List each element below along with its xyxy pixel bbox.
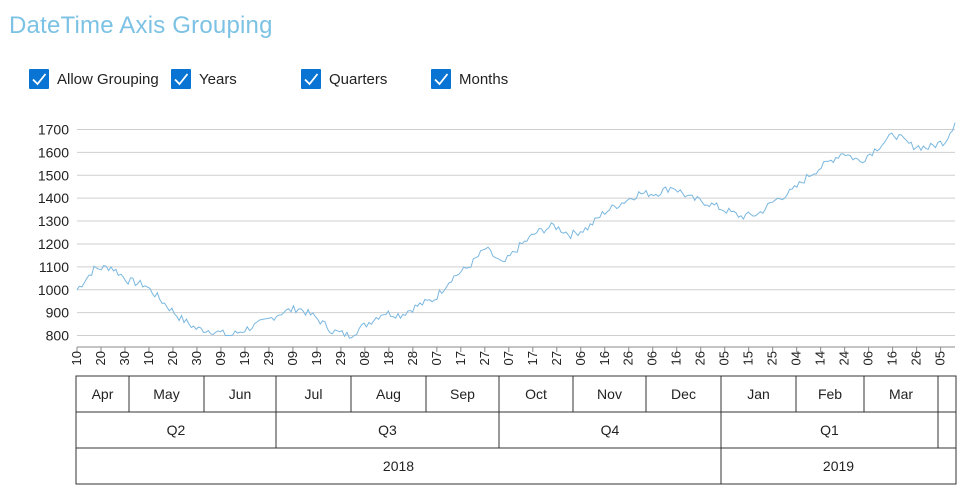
allow-grouping-label: Allow Grouping [57, 70, 159, 88]
months-label: Months [459, 70, 509, 88]
series-line [76, 122, 956, 339]
x-tick-label: 09 [285, 351, 300, 365]
x-tick-label: 09 [213, 351, 228, 365]
x-tick-label: 25 [765, 351, 780, 365]
x-tick-label: 06 [573, 351, 588, 365]
x-tick-label: 20 [165, 351, 180, 365]
quarter-group-label: Q2 [167, 422, 186, 438]
y-tick-label: 1100 [39, 259, 69, 275]
checkbox-checked-icon [29, 69, 49, 89]
checkbox-checked-icon [431, 69, 451, 89]
x-tick-label: 26 [909, 351, 924, 365]
years-group-row [75, 447, 957, 485]
y-tick-label: 800 [46, 328, 70, 344]
x-tick-label: 29 [261, 351, 276, 365]
x-tick-label: 16 [885, 351, 900, 365]
x-tick-label: 27 [549, 351, 564, 365]
x-tick-label: 10 [69, 351, 84, 365]
y-tick-label: 1400 [38, 190, 69, 206]
y-tick-label: 900 [46, 305, 70, 321]
quarters-checkbox[interactable]: Quarters [301, 68, 387, 90]
x-tick-label: 20 [93, 351, 108, 365]
x-tick-label: 15 [741, 351, 756, 365]
y-tick-label: 1600 [38, 144, 69, 160]
month-group-label: Jan [747, 386, 770, 402]
month-group-label: Nov [597, 386, 622, 402]
x-tick-label: 29 [333, 351, 348, 365]
x-tick-label: 07 [429, 351, 444, 365]
x-tick-label: 19 [237, 351, 252, 365]
y-tick-label: 1500 [38, 167, 69, 183]
x-tick-label: 17 [453, 351, 468, 365]
checkbox-checked-icon [171, 69, 191, 89]
x-tick-label: 18 [381, 351, 396, 365]
month-group-label: Aug [376, 386, 401, 402]
month-group-label: Oct [525, 386, 547, 402]
x-tick-label: 14 [813, 351, 828, 365]
allow-grouping-checkbox[interactable]: Allow Grouping [29, 68, 159, 90]
year-group-label: 2019 [823, 458, 854, 474]
x-tick-label: 10 [141, 351, 156, 365]
year-group-label: 2018 [383, 458, 414, 474]
months-checkbox[interactable]: Months [431, 68, 508, 90]
chart-title: DateTime Axis Grouping [9, 12, 273, 39]
years-label: Years [199, 70, 237, 88]
month-group-label: Sep [450, 386, 475, 402]
quarter-group-label: Q3 [378, 422, 397, 438]
x-tick-label: 30 [117, 351, 132, 365]
month-group-label: Jun [229, 386, 252, 402]
x-tick-label: 17 [525, 351, 540, 365]
x-tick-label: 04 [789, 351, 804, 365]
x-tick-label: 26 [693, 351, 708, 365]
x-tick-label: 26 [621, 351, 636, 365]
y-tick-label: 1300 [38, 213, 69, 229]
x-tick-label: 24 [837, 351, 852, 365]
x-tick-label: 27 [477, 351, 492, 365]
checkbox-checked-icon [301, 69, 321, 89]
x-tick-label: 16 [597, 351, 612, 365]
x-tick-label: 19 [309, 351, 324, 365]
month-group-label: Feb [818, 386, 842, 402]
x-tick-label: 30 [189, 351, 204, 365]
quarter-group-label: Q4 [601, 422, 620, 438]
y-tick-label: 1700 [38, 121, 69, 137]
month-group-label: Jul [305, 386, 323, 402]
x-tick-label: 16 [669, 351, 684, 365]
x-tick-label: 05 [717, 351, 732, 365]
x-tick-label: 05 [933, 351, 948, 365]
month-group-label: Mar [889, 386, 913, 402]
y-tick-label: 1200 [38, 236, 69, 252]
quarter-group-label: Q1 [820, 422, 839, 438]
years-checkbox[interactable]: Years [171, 68, 237, 90]
x-tick-label: 07 [501, 351, 516, 365]
x-tick-label: 06 [645, 351, 660, 365]
month-group-label: Dec [671, 386, 696, 402]
month-group-label: Apr [92, 386, 114, 402]
x-tick-label: 08 [357, 351, 372, 365]
x-tick-label: 28 [405, 351, 420, 365]
y-tick-label: 1000 [38, 282, 69, 298]
x-tick-label: 06 [861, 351, 876, 365]
quarters-label: Quarters [329, 70, 388, 88]
month-group-label: May [153, 386, 179, 402]
